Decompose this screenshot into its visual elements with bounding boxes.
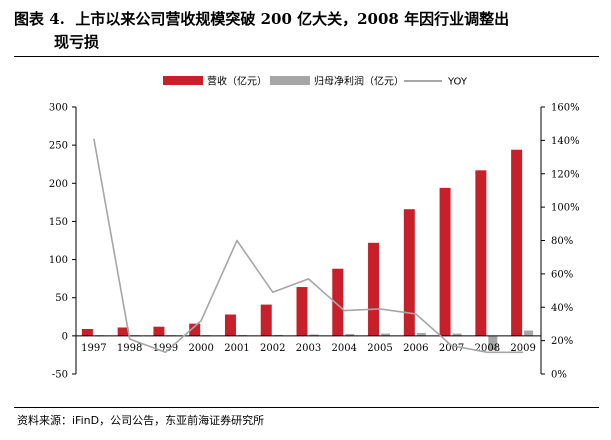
x-axis-tick-label: 2000	[188, 343, 213, 354]
right-axis-tick-label: 120%	[551, 169, 580, 180]
revenue-bar	[189, 323, 201, 336]
top-rule	[14, 56, 599, 57]
bottom-rule	[14, 407, 599, 408]
yoy-line-series	[93, 138, 524, 354]
left-axis-tick-label: 300	[49, 103, 68, 114]
revenue-bar	[296, 287, 308, 336]
legend-label-yoy: YOY	[447, 77, 468, 88]
revenue-bar	[475, 170, 487, 336]
x-axis-tick-label: 2009	[510, 343, 535, 354]
right-axis-tick-label: 40%	[551, 303, 573, 314]
x-axis-tick-label: 2001	[224, 343, 249, 354]
left-axis-tick-label: 100	[49, 255, 68, 266]
revenue-bar	[224, 314, 236, 336]
net-profit-bar	[345, 333, 355, 336]
left-axis-tick-label: -50	[52, 370, 68, 381]
legend-swatch-revenue	[163, 76, 203, 85]
revenue-bar	[117, 327, 129, 336]
x-axis-tick-label: 2003	[296, 343, 321, 354]
revenue-bar	[403, 209, 415, 336]
figure-title-line1: 上市以来公司营收规模突破 200 亿大关，2008 年因行业调整出	[75, 10, 510, 28]
right-axis-tick-label: 160%	[551, 103, 580, 114]
right-axis-tick-label: 140%	[551, 136, 580, 147]
yoy-line	[93, 138, 524, 354]
net-profit-bar	[381, 333, 391, 336]
x-axis-tick-label: 2006	[403, 343, 428, 354]
right-axis-tick-label: 0%	[551, 370, 567, 381]
right-axis-tick-label: 80%	[551, 236, 573, 247]
x-axis-tick-label: 1999	[153, 343, 178, 354]
x-axis-tick-label: 2005	[367, 343, 392, 354]
x-axis-tick-label: 2002	[260, 343, 285, 354]
figure-title-line2: 现亏损	[54, 33, 100, 51]
left-axis-tick-label: 50	[55, 293, 68, 304]
x-axis-tick-label: 1997	[81, 343, 106, 354]
revenue-bar	[332, 268, 344, 336]
source-note: 资料来源：iFinD，公司公告，东亚前海证券研究所	[17, 414, 265, 427]
right-axis-tick-label: 60%	[551, 269, 573, 280]
legend-swatch-net-profit	[270, 76, 310, 85]
net-profit-bar	[524, 330, 534, 336]
right-axis-tick-label: 100%	[551, 203, 580, 214]
net-profit-bar	[416, 332, 426, 336]
left-axis-tick-label: 250	[49, 141, 68, 152]
x-axis-tick-label: 2004	[332, 343, 357, 354]
left-axis-tick-label: 200	[49, 179, 68, 190]
legend-label-net-profit: 归母净利润（亿元）	[314, 75, 404, 88]
chart-legend: 营收（亿元） 归母净利润（亿元） YOY	[163, 75, 468, 88]
figure-title: 图表 4. 上市以来公司营收规模突破 200 亿大关，2008 年因行业调整出 …	[14, 8, 599, 54]
x-axis-tick-label: 2008	[475, 343, 500, 354]
right-y-axis: 160% 140% 120% 100% 80% 60% 40% 20% 0%	[540, 103, 580, 381]
left-y-axis: 300 250 200 150 100 50 0 -50	[49, 103, 77, 381]
revenue-bar	[368, 242, 380, 336]
x-axis-tick-label: 1998	[117, 343, 142, 354]
net-profit-bar	[488, 335, 498, 351]
revenue-bar	[439, 187, 451, 336]
revenue-bar	[511, 149, 523, 336]
right-axis-tick-label: 20%	[551, 336, 573, 347]
left-axis-tick-label: 0	[62, 331, 68, 342]
net-profit-bar	[309, 334, 319, 336]
net-profit-bar	[452, 333, 462, 336]
revenue-bar	[153, 326, 165, 336]
legend-label-revenue: 营收（亿元）	[207, 75, 267, 88]
x-axis: 1997 1998 1999 2000 2001 2002 2003 2004 2005 2006…	[76, 335, 541, 354]
revenue-bar	[81, 328, 93, 336]
revenue-bar	[260, 304, 272, 336]
bar-series	[81, 149, 534, 351]
left-axis-tick-label: 150	[49, 217, 68, 228]
x-axis-tick-label: 2007	[439, 343, 464, 354]
figure-label: 图表 4.	[14, 10, 65, 28]
